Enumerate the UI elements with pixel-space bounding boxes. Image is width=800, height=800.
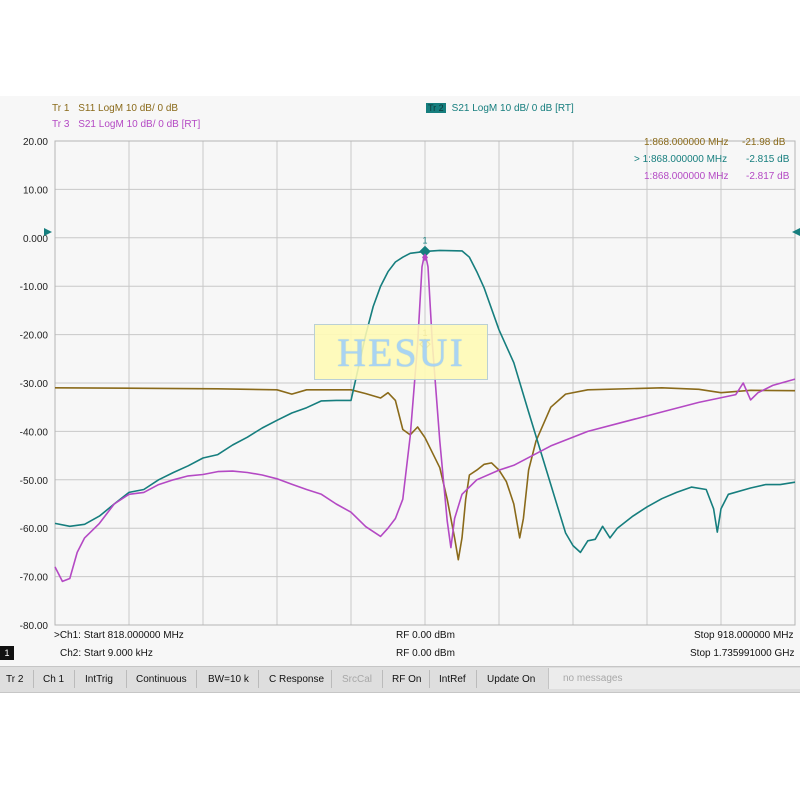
softkey-divider (74, 670, 75, 688)
ch1-rf-power: RF 0.00 dBm (396, 630, 455, 641)
trace-line-2 (54, 249, 796, 554)
ch2-stop: Stop 1.735991000 GHz (690, 648, 795, 659)
y-tick-label: 10.00 (23, 185, 48, 196)
active-channel-badge: 1 (0, 646, 14, 660)
trace-line-3 (54, 251, 796, 583)
y-tick-labels: 20.00 10.00 0.000 -10.00 -20.00 -30.00 -40.00 -… (20, 137, 49, 632)
marker-readout-tr2-freq: > 1:868.000000 MHz (634, 154, 728, 165)
trace-2-header[interactable]: Tr 2 S21 LogM 10 dB/ 0 dB [RT] (426, 103, 580, 114)
trace-line-1 (54, 387, 796, 561)
marker-readout-tr3-value: -2.817 dB (746, 171, 790, 182)
y-tick-label: -80.00 (20, 621, 49, 632)
y-tick-label: -30.00 (20, 379, 49, 390)
y-tick-label: -40.00 (20, 427, 49, 438)
softkey-reference[interactable]: IntRef (439, 674, 466, 685)
y-tick-label: -60.00 (20, 524, 49, 535)
left-reference-arrow (44, 228, 52, 236)
softkey-bandwidth[interactable]: BW=10 k (208, 674, 249, 685)
trace-3-label: Tr 3 (52, 119, 70, 130)
reference-arrows (44, 228, 800, 236)
grid (54, 140, 796, 626)
top-margin (0, 0, 800, 96)
softkey-divider (476, 670, 477, 688)
softkey-trace[interactable]: Tr 2 (6, 674, 24, 685)
marker-readout-tr2: > 1:868.000000 MHz (634, 154, 733, 165)
status-message: no messages (563, 673, 623, 684)
trace-1-header[interactable]: Tr 1 S11 LogM 10 dB/ 0 dB (52, 103, 184, 114)
message-area: no messages (548, 668, 800, 689)
softkey-channel[interactable]: Ch 1 (43, 674, 65, 685)
ch1-start: >Ch1: Start 818.000000 MHz (54, 630, 184, 641)
softkey-trigger[interactable]: IntTrig (85, 674, 113, 685)
y-tick-label: -50.00 (20, 476, 49, 487)
marker-readout-tr1-value: -21.98 dB (742, 137, 786, 148)
ch2-start: Ch2: Start 9.000 kHz (60, 648, 153, 659)
softkey-divider (382, 670, 383, 688)
y-tick-label: -10.00 (20, 282, 49, 293)
softkey-sweep-mode[interactable]: Continuous (136, 674, 187, 685)
softkey-divider (429, 670, 430, 688)
softkey-rf-power[interactable]: RF On (392, 674, 422, 685)
marker-readout-tr3-freq: 1:868.000000 MHz (644, 171, 729, 182)
trace-1-label: Tr 1 (52, 103, 70, 114)
y-tick-label: 0.000 (23, 234, 48, 245)
watermark-text: HESUI (337, 330, 465, 375)
softkey-divider (196, 670, 197, 688)
y-tick-label: -20.00 (20, 331, 49, 342)
marker-readout-tr3: 1:868.000000 MHz (644, 171, 735, 182)
right-reference-arrow (792, 228, 800, 236)
softkey-calibration[interactable]: C Response (269, 674, 325, 685)
trace-2-label: Tr 2 (426, 103, 446, 113)
marker-label-tr2: 1 (422, 235, 427, 245)
watermark-logo: HESUI (314, 324, 488, 380)
trace-2-desc: S21 LogM 10 dB/ 0 dB [RT] (451, 103, 574, 114)
y-tick-label: -70.00 (20, 573, 49, 584)
softkey-divider (33, 670, 34, 688)
trace-1-desc: S11 LogM 10 dB/ 0 dB (78, 103, 179, 114)
softkey-divider (258, 670, 259, 688)
ch2-rf-power: RF 0.00 dBm (396, 648, 455, 659)
analyzer-display (0, 96, 800, 666)
trace-3-header[interactable]: Tr 3 S21 LogM 10 dB/ 0 dB [RT] (52, 119, 206, 130)
softkey-divider (331, 670, 332, 688)
trace-3-desc: S21 LogM 10 dB/ 0 dB [RT] (78, 119, 201, 130)
marker-readout-tr1-freq: 1:868.000000 MHz (644, 137, 729, 148)
softkey-source-cal[interactable]: SrcCal (342, 674, 373, 685)
marker-readout-tr2-value: -2.815 dB (746, 154, 790, 165)
softkey-divider (126, 670, 127, 688)
traces (54, 249, 796, 583)
ch1-stop: Stop 918.000000 MHz (694, 630, 794, 641)
plot-frame (54, 140, 796, 626)
marker-readout-tr1: 1:868.000000 MHz (644, 137, 735, 148)
y-tick-label: 20.00 (23, 137, 48, 148)
marker-diamond-tr3 (422, 253, 428, 262)
softkey-update[interactable]: Update On (487, 674, 536, 685)
